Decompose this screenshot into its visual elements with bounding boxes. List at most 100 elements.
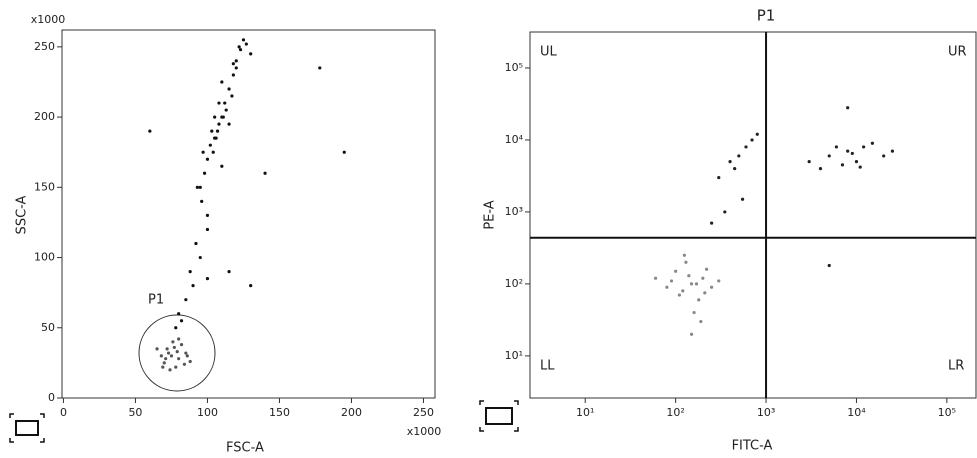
point (744, 145, 748, 149)
y-tick-label: 10⁴ (505, 133, 524, 146)
point (733, 166, 737, 171)
point (682, 253, 686, 257)
point (220, 164, 224, 168)
point (210, 129, 214, 133)
point (198, 255, 202, 260)
point (184, 298, 188, 302)
x-tick-label: 10² (666, 406, 684, 419)
point (179, 343, 184, 347)
point (227, 269, 231, 274)
point (249, 284, 253, 288)
point (164, 357, 168, 361)
point (174, 326, 178, 330)
x-axis-label: FITC-A (732, 439, 773, 454)
point (217, 122, 221, 126)
point (205, 213, 210, 218)
point (737, 154, 741, 158)
x-tick-label: 200 (341, 406, 362, 419)
x-tick-label: 10⁵ (938, 406, 956, 419)
point (318, 66, 322, 70)
point (191, 284, 195, 288)
point (846, 149, 850, 153)
point (862, 145, 866, 149)
point (699, 319, 703, 324)
point (674, 269, 678, 273)
point (882, 154, 886, 158)
point (162, 361, 166, 365)
y-multiplier: x1000 (31, 13, 66, 26)
point (701, 276, 705, 280)
point (870, 141, 874, 145)
point (710, 285, 714, 289)
point (234, 59, 238, 63)
x-tick-label: 10³ (757, 406, 775, 419)
x-tick-label: 50 (128, 406, 142, 419)
point (182, 362, 187, 366)
point (238, 48, 243, 52)
point (208, 143, 212, 147)
point (653, 276, 658, 280)
point (188, 269, 192, 274)
point (161, 365, 165, 369)
point (684, 260, 688, 264)
point (834, 145, 838, 149)
point (237, 45, 241, 49)
point (174, 365, 178, 369)
x-tick-label: 150 (269, 406, 290, 419)
x-tick-label: 100 (197, 406, 218, 419)
point (740, 197, 745, 201)
point (807, 160, 811, 164)
point (159, 354, 163, 358)
y-tick-label: 50 (41, 321, 55, 334)
point (177, 337, 181, 341)
point (689, 332, 694, 336)
gate (138, 314, 216, 392)
point (205, 277, 210, 281)
point (249, 52, 253, 56)
point (703, 291, 707, 295)
point (214, 136, 218, 140)
point (205, 157, 210, 161)
point (227, 122, 231, 126)
point (710, 221, 714, 225)
x-axis-label: FSC-A (226, 441, 264, 456)
y-tick-label: 10⁵ (505, 61, 523, 74)
point (230, 94, 234, 98)
point (220, 80, 224, 84)
point (681, 289, 685, 293)
point (846, 106, 850, 110)
point (263, 171, 267, 175)
point (827, 263, 831, 268)
point (215, 129, 220, 133)
y-tick-label: 0 (48, 391, 55, 404)
point (231, 73, 235, 77)
point (188, 359, 192, 364)
point (669, 279, 674, 283)
x-tick-label: 0 (60, 406, 67, 419)
chart-title: P1 (757, 7, 776, 25)
point (827, 154, 831, 158)
quadrant-label: LL (540, 359, 555, 374)
y-tick-label: 250 (34, 40, 55, 53)
point (165, 347, 169, 351)
point (241, 38, 246, 42)
point (858, 165, 862, 169)
point (694, 282, 699, 286)
point (217, 101, 221, 105)
point (755, 132, 759, 136)
point (168, 368, 172, 372)
point (227, 87, 231, 91)
point (169, 354, 174, 358)
point (221, 115, 225, 119)
point (234, 66, 238, 70)
y-tick-label: 10¹ (505, 349, 523, 362)
point (342, 150, 346, 154)
x-tick-label: 250 (413, 406, 434, 419)
point (155, 347, 159, 351)
point (201, 150, 205, 154)
point (244, 42, 248, 46)
point (175, 350, 179, 354)
gate-label: P1 (148, 293, 164, 308)
x-tick-label: 10⁴ (847, 406, 866, 419)
